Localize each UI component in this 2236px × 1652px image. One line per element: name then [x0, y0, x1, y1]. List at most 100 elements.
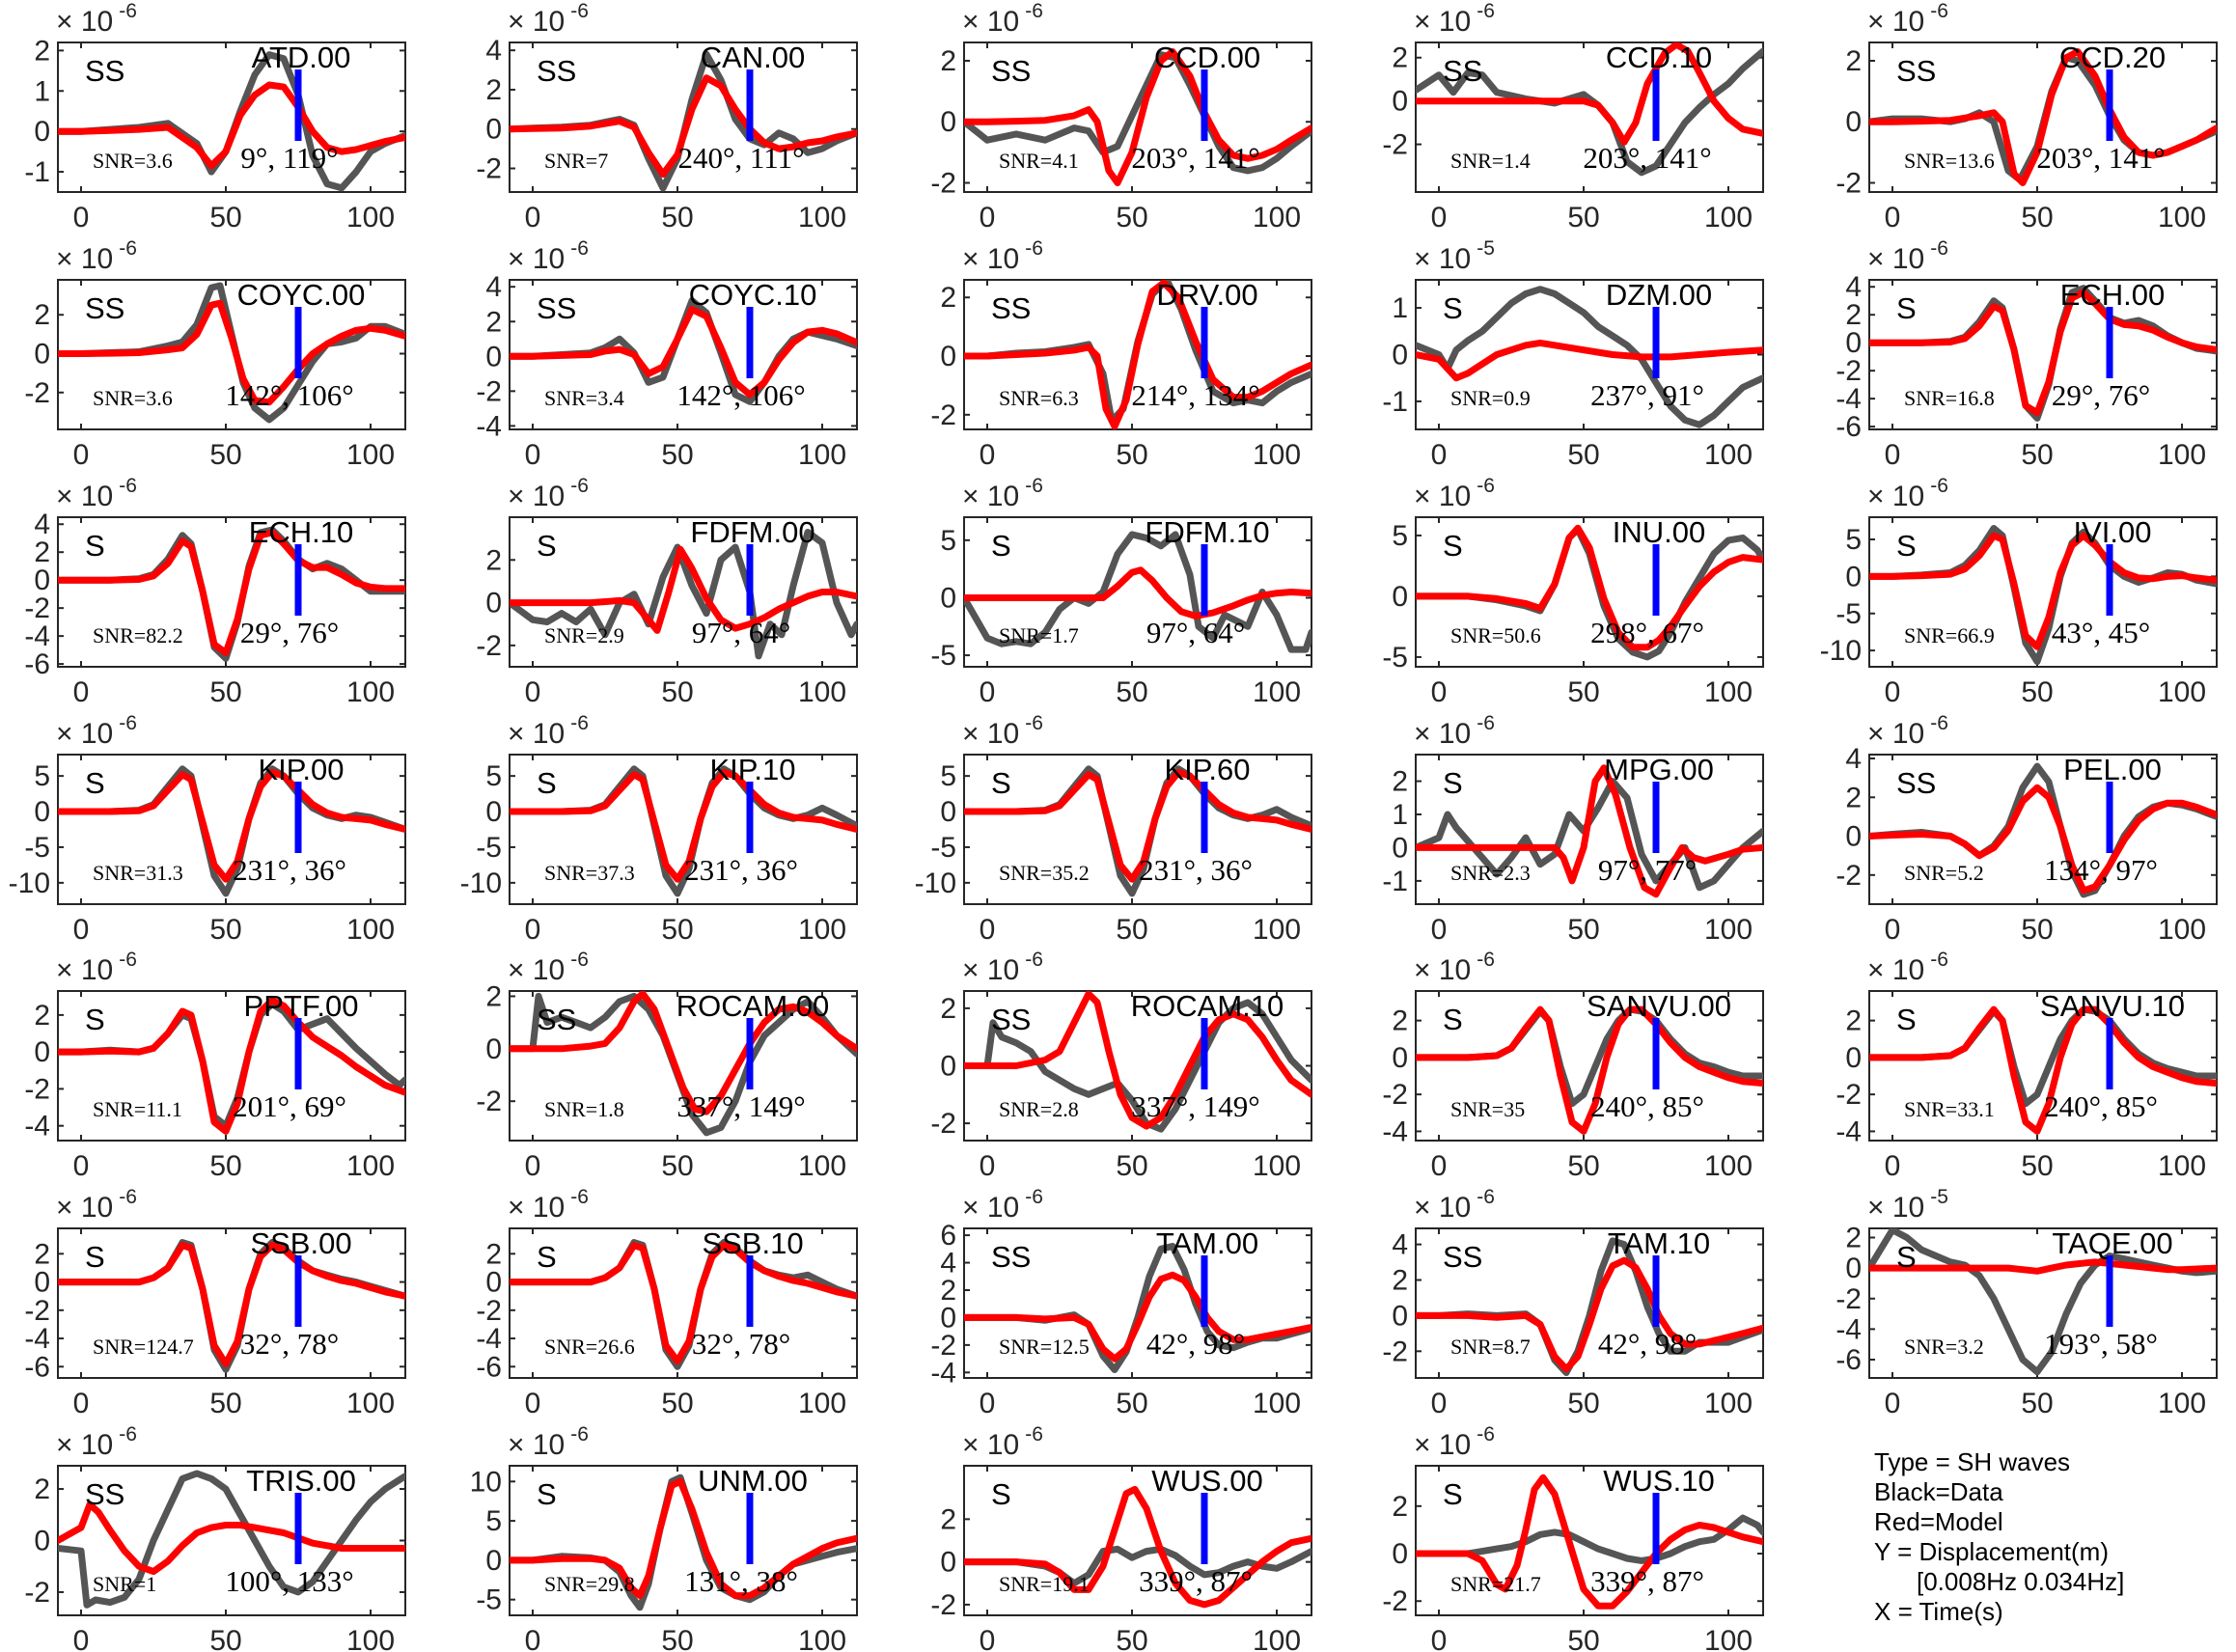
phase-label: SS — [1443, 54, 1482, 88]
model-trace — [58, 1242, 405, 1367]
x-tick-label: 50 — [1567, 676, 1599, 708]
model-trace — [964, 1485, 1311, 1609]
legend-x-axis: X = Time(s) — [1874, 1597, 2003, 1626]
x-tick-label: 100 — [1704, 914, 1753, 946]
x-tick-label: 50 — [1116, 1625, 1147, 1652]
station-label: WUS.10 — [1603, 1464, 1714, 1498]
y-tick-label: -2 — [1382, 129, 1408, 161]
phase-label: S — [1443, 291, 1463, 325]
axes-box — [1868, 516, 2218, 668]
station-label: SANVU.00 — [1587, 989, 1731, 1023]
y-tick-label: -6 — [476, 1351, 502, 1383]
model-trace — [510, 991, 857, 1115]
x-tick-label: 50 — [661, 676, 693, 708]
snr-label: SNR=13.6 — [1904, 149, 1995, 173]
snr-label: SNR=7 — [544, 149, 608, 173]
snr-label: SNR=2.8 — [999, 1097, 1079, 1121]
x-tick-label: 50 — [209, 202, 241, 234]
x-tick-label: 50 — [209, 1388, 241, 1419]
azimuth-label: 240°, 85° — [2044, 1089, 2158, 1123]
y-tick-label: -6 — [24, 648, 50, 680]
axes-box — [1868, 41, 2218, 193]
y-tick-label: 0 — [1392, 832, 1408, 864]
x-tick-label: 100 — [346, 1388, 395, 1419]
panel-atd-00: 0 50 100 -1 0 1 2× 10 -6 ATD.00 SS SNR=3.6 9°, 119° — [24, 0, 406, 234]
x-tick-label: 50 — [1116, 202, 1147, 234]
y-tick-label: 2 — [940, 1503, 956, 1535]
panel-sanvu-00: 0 50 100 -4 -2 0 2× 10 -6 SANVU.00 S SNR=35 240°, 8… — [1382, 949, 1764, 1182]
y-tick-label: -4 — [476, 1323, 502, 1355]
y-tick-label: 0 — [1392, 1300, 1408, 1332]
data-trace — [964, 51, 1311, 175]
y-exponent-label: × 10 -6 — [1414, 475, 1495, 512]
x-tick-label: 0 — [980, 914, 996, 946]
y-tick-label: 5 — [485, 760, 502, 792]
x-tick-label: 50 — [1567, 914, 1599, 946]
phase-label: S — [1896, 1003, 1917, 1036]
x-tick-label: 0 — [980, 1625, 996, 1652]
y-tick-label: -4 — [930, 1357, 956, 1389]
azimuth-label: 237°, 91° — [1590, 378, 1704, 412]
panel-fdfm-00: 0 50 100 -2 0 2× 10 -6 FDFM.00 S SNR=2.9 97°, 64° — [476, 475, 858, 708]
y-tick-label: 5 — [940, 525, 956, 557]
y-tick-label: 0 — [485, 1267, 502, 1299]
snr-label: SNR=50.6 — [1450, 623, 1541, 647]
y-tick-label: -10 — [460, 867, 502, 899]
y-tick-label: -2 — [1836, 355, 1862, 387]
x-tick-label: 0 — [980, 439, 996, 471]
snr-label: SNR=29.8 — [544, 1572, 635, 1596]
azimuth-label: 214°, 134° — [1131, 378, 1259, 412]
azimuth-label: 203°, 141° — [1131, 141, 1259, 175]
y-tick-label: -5 — [476, 832, 502, 864]
y-exponent-label: × 10 -6 — [508, 949, 589, 986]
azimuth-label: 131°, 38° — [684, 1564, 798, 1598]
azimuth-label: 97°, 77° — [1598, 853, 1697, 887]
y-exponent-label: × 10 -6 — [962, 237, 1043, 275]
snr-label: SNR=1.4 — [1450, 149, 1531, 173]
azimuth-label: 203°, 141° — [2036, 141, 2165, 175]
x-tick-label: 0 — [1885, 1388, 1901, 1419]
phase-label: SS — [85, 54, 124, 88]
x-tick-label: 50 — [209, 439, 241, 471]
y-tick-label: 2 — [34, 299, 50, 331]
y-tick-label: 2 — [485, 74, 502, 106]
y-exponent-label: × 10 -6 — [962, 949, 1043, 986]
snr-label: SNR=31.3 — [93, 861, 183, 885]
x-tick-label: 50 — [1116, 676, 1147, 708]
x-tick-label: 50 — [1567, 439, 1599, 471]
y-exponent-label: × 10 -6 — [1867, 475, 1948, 512]
azimuth-label: 231°, 36° — [684, 853, 798, 887]
x-tick-label: 100 — [1253, 1625, 1301, 1652]
azimuth-label: 142°, 106° — [225, 378, 353, 412]
azimuth-label: 42°, 98° — [1598, 1327, 1697, 1361]
y-tick-label: -2 — [476, 153, 502, 185]
x-tick-label: 100 — [1704, 1625, 1753, 1652]
x-tick-label: 0 — [980, 1150, 996, 1182]
x-tick-label: 100 — [1253, 202, 1301, 234]
x-tick-label: 50 — [1116, 1388, 1147, 1419]
phase-label: S — [1896, 529, 1917, 563]
data-trace — [510, 529, 857, 660]
station-label: DZM.00 — [1606, 278, 1712, 312]
y-exponent-label: × 10 -6 — [962, 1186, 1043, 1224]
y-tick-label: -2 — [476, 1295, 502, 1327]
panel-pptf-00: 0 50 100 -4 -2 0 2× 10 -6 PPTF.00 S SNR=11.1 201°, … — [24, 949, 406, 1182]
y-exponent-label: × 10 -6 — [508, 712, 589, 750]
y-tick-label: 0 — [485, 1033, 502, 1065]
x-tick-label: 50 — [1116, 1150, 1147, 1182]
snr-label: SNR=21.7 — [1450, 1572, 1541, 1596]
phase-label: S — [991, 529, 1011, 563]
model-trace — [58, 299, 405, 406]
y-tick-label: -2 — [930, 1589, 956, 1621]
station-label: COYC.00 — [237, 278, 366, 312]
y-tick-label: 0 — [34, 1526, 50, 1557]
model-trace — [58, 997, 405, 1135]
y-tick-label: 0 — [940, 106, 956, 138]
phase-label: SS — [85, 291, 124, 325]
x-tick-label: 100 — [2158, 676, 2206, 708]
x-tick-label: 0 — [1431, 676, 1448, 708]
y-tick-label: 2 — [940, 45, 956, 77]
x-tick-label: 50 — [2021, 1150, 2053, 1182]
x-tick-label: 0 — [1885, 914, 1901, 946]
